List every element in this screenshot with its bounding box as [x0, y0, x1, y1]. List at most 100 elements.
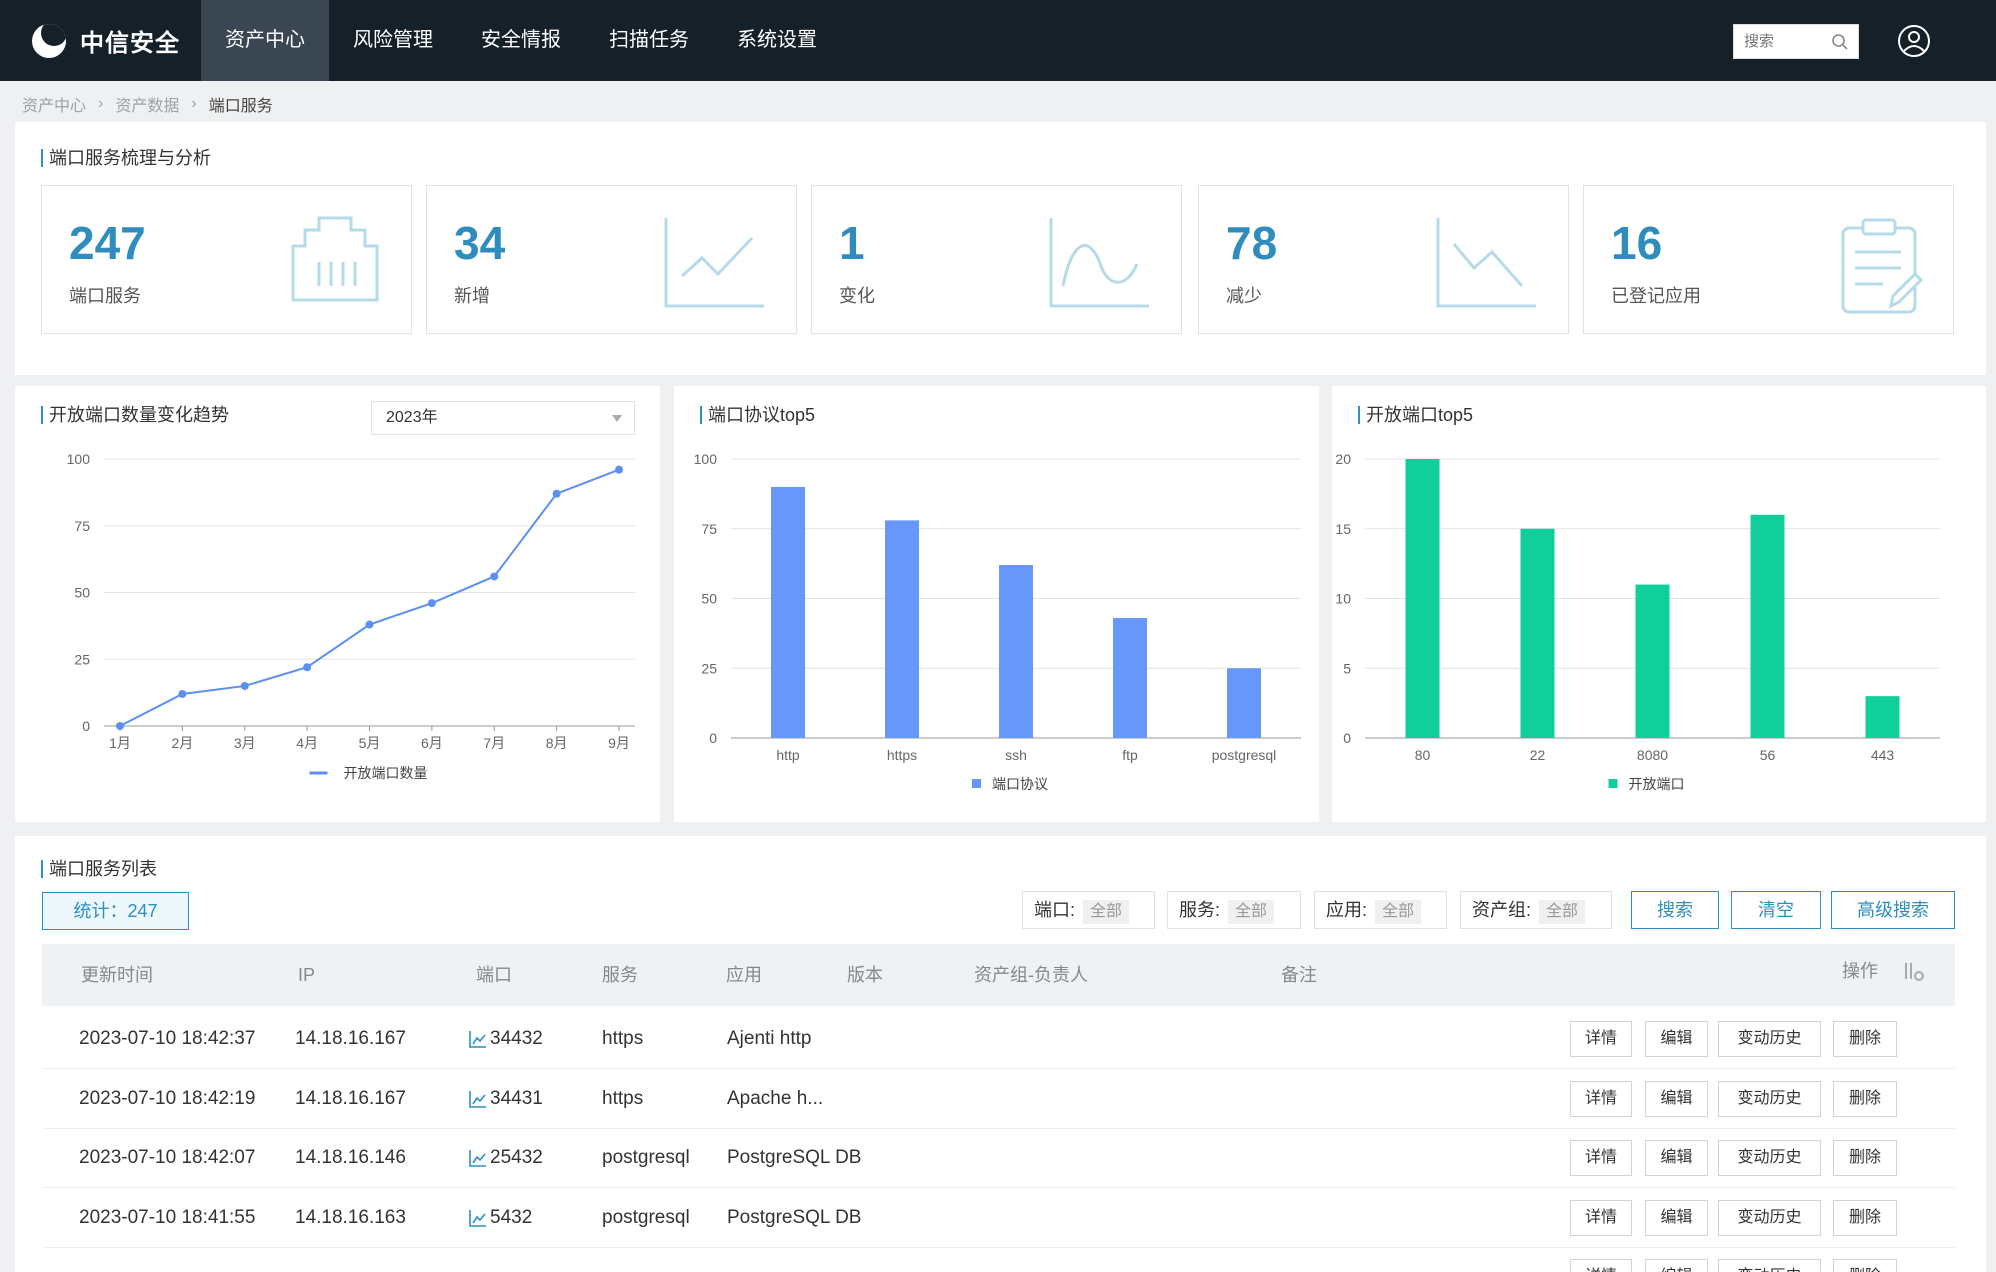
breadcrumb-asset-data[interactable]: 资产数据: [115, 98, 180, 115]
delete-button[interactable]: 删除: [1833, 1021, 1897, 1057]
data-point[interactable]: [178, 689, 187, 698]
col-ip[interactable]: IP: [298, 965, 316, 985]
table-row[interactable]: 2023-07-10 18:42:07 14.18.16.146 25432 post…: [42, 1128, 1955, 1188]
port-number[interactable]: 34432: [490, 1028, 543, 1049]
bar[interactable]: [1227, 668, 1261, 738]
port-number[interactable]: 25432: [490, 1147, 543, 1168]
change-history-button[interactable]: 变动历史: [1718, 1080, 1821, 1117]
col-service[interactable]: 服务: [602, 965, 638, 985]
edit-button[interactable]: 编辑: [1645, 1080, 1708, 1117]
stat-card-decreased[interactable]: 78 减少: [1198, 185, 1569, 334]
stat-card-added[interactable]: 34 新增: [426, 185, 797, 334]
change-history-button[interactable]: 变动历史: [1718, 1199, 1821, 1236]
delete-button[interactable]: 删除: [1833, 1199, 1897, 1236]
chevron-right-icon: ›: [98, 95, 104, 112]
col-app[interactable]: 应用: [726, 965, 762, 985]
col-port[interactable]: 端口: [476, 965, 512, 985]
data-point[interactable]: [427, 599, 436, 608]
edit-button[interactable]: 编辑: [1645, 1140, 1708, 1176]
cell-service: https: [602, 1087, 644, 1109]
search-button[interactable]: 搜索: [1631, 891, 1719, 929]
legend-label[interactable]: 端口协议: [992, 776, 1048, 792]
data-point[interactable]: [116, 722, 124, 730]
nav-security-intel[interactable]: 安全情报: [481, 29, 561, 51]
data-point[interactable]: [615, 465, 623, 474]
port-number[interactable]: 5432: [490, 1206, 533, 1228]
bar[interactable]: [1865, 696, 1900, 738]
search-icon[interactable]: [1831, 33, 1849, 51]
detail-button[interactable]: 详情: [1570, 1259, 1632, 1272]
y-tick-label: 15: [1335, 521, 1351, 537]
advanced-search-button[interactable]: 高级搜索: [1831, 891, 1955, 929]
bar[interactable]: [1520, 528, 1555, 738]
nav-risk-management[interactable]: 风险管理: [353, 29, 433, 51]
nav-system-settings[interactable]: 系统设置: [737, 29, 817, 51]
bar[interactable]: [771, 486, 805, 738]
edit-button[interactable]: 编辑: [1645, 1199, 1708, 1236]
delete-button[interactable]: 删除: [1833, 1080, 1897, 1117]
trend-chart-icon[interactable]: [468, 1208, 488, 1228]
col-version[interactable]: 版本: [847, 965, 883, 985]
filter-app[interactable]: 应用: 全部: [1314, 891, 1447, 929]
table-row[interactable]: 2023-07-10 18:42:37 14.18.16.167 34432 http…: [42, 1009, 1955, 1069]
bar[interactable]: [1113, 618, 1147, 738]
delete-button[interactable]: 删除: [1833, 1259, 1897, 1272]
bar[interactable]: [999, 565, 1033, 738]
data-point[interactable]: [490, 572, 499, 581]
cell-port: 25432: [468, 1128, 543, 1188]
data-point[interactable]: [365, 620, 374, 629]
trend-chart-icon[interactable]: [468, 1148, 488, 1168]
trend-chart-icon[interactable]: [468, 1089, 488, 1109]
filter-label: 资产组:: [1472, 900, 1532, 920]
port-number[interactable]: 34431: [490, 1087, 543, 1109]
change-history-button[interactable]: 变动历史: [1718, 1140, 1821, 1176]
nav-scan-tasks[interactable]: 扫描任务: [609, 29, 689, 51]
detail-button[interactable]: 详情: [1570, 1021, 1632, 1057]
col-asset-owner[interactable]: 资产组-负责人: [974, 965, 1088, 985]
cell-app: PostgreSQL DB: [727, 1206, 862, 1228]
x-tick-label: 80: [1415, 747, 1431, 763]
data-point[interactable]: [240, 681, 249, 690]
stat-card-registered-apps[interactable]: 16 已登记应用: [1583, 185, 1954, 334]
change-history-button[interactable]: 变动历史: [1718, 1259, 1821, 1272]
edit-button[interactable]: 编辑: [1645, 1021, 1708, 1057]
table-row[interactable]: 2023-07-10 18:41:55 14.18.16.163 5432 postg…: [42, 1188, 1955, 1248]
year-select[interactable]: 2023年: [371, 401, 635, 435]
logo[interactable]: 中信安全: [0, 0, 201, 81]
bar[interactable]: [1635, 584, 1670, 738]
stat-card-port-services[interactable]: 247 端口服务: [41, 185, 412, 334]
filter-asset-group[interactable]: 资产组: 全部: [1460, 891, 1612, 929]
table-row[interactable]: 2023-07-10 18:42:19 14.18.16.167 34431 http…: [42, 1069, 1955, 1129]
stat-card-changed[interactable]: 1 变化: [811, 185, 1182, 334]
filter-service[interactable]: 服务: 全部: [1167, 891, 1301, 929]
delete-button[interactable]: 删除: [1833, 1140, 1897, 1176]
legend-label[interactable]: 开放端口: [1629, 776, 1685, 792]
column-settings-icon[interactable]: [1903, 961, 1925, 983]
data-point[interactable]: [303, 663, 312, 672]
bar[interactable]: [1405, 459, 1440, 738]
cell-update-time: 2023-07-10 18:42:19: [79, 1087, 256, 1109]
legend-swatch: [972, 779, 981, 788]
edit-button[interactable]: 编辑: [1645, 1259, 1708, 1272]
y-tick-label: 25: [74, 651, 90, 667]
data-point[interactable]: [552, 489, 561, 498]
filter-port[interactable]: 端口: 全部: [1022, 891, 1155, 929]
x-tick-label: 6月: [421, 735, 443, 751]
detail-button[interactable]: 详情: [1570, 1140, 1632, 1176]
nav-asset-center[interactable]: 资产中心: [201, 0, 329, 81]
cell-service: postgresql: [602, 1206, 690, 1228]
detail-button[interactable]: 详情: [1570, 1199, 1632, 1236]
col-update-time[interactable]: 更新时间: [81, 965, 153, 985]
legend-label[interactable]: 开放端口数量: [344, 765, 428, 781]
bar[interactable]: [1750, 514, 1785, 738]
detail-button[interactable]: 详情: [1570, 1080, 1632, 1117]
trend-chart-icon[interactable]: [468, 1029, 488, 1049]
breadcrumb-asset-center[interactable]: 资产中心: [22, 98, 87, 115]
bar[interactable]: [885, 520, 919, 738]
change-history-button[interactable]: 变动历史: [1718, 1021, 1821, 1057]
col-remark[interactable]: 备注: [1281, 965, 1317, 985]
clear-button[interactable]: 清空: [1731, 891, 1821, 929]
user-avatar-icon[interactable]: [1897, 24, 1931, 58]
search-input[interactable]: [1734, 25, 1824, 58]
